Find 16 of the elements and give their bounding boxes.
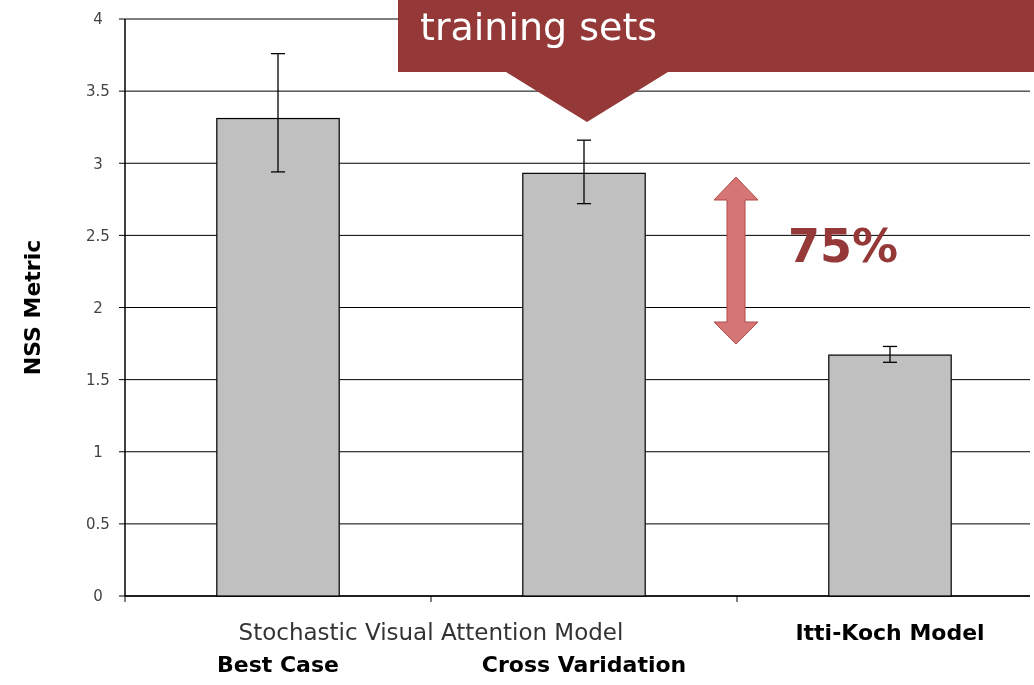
y-tick-label: 3 bbox=[93, 154, 103, 173]
y-tick-label: 3.5 bbox=[86, 82, 110, 101]
x-tick-label: Best Case bbox=[217, 652, 339, 677]
x-tick-label: Itti-Koch Model bbox=[795, 620, 985, 645]
x-tick-label: Cross Varidation bbox=[481, 652, 687, 677]
y-tick-label: 1.5 bbox=[86, 370, 110, 389]
y-tick-label: 2 bbox=[93, 298, 103, 317]
y-axis-title: NSS Metric bbox=[20, 239, 45, 376]
text: Stochastic Visual Attention Model bbox=[238, 619, 624, 645]
y-tick-label: 0 bbox=[93, 587, 103, 606]
y-tick-label: 1 bbox=[93, 443, 103, 461]
annotation: 75% bbox=[788, 219, 899, 273]
y-tick-label: 2.5 bbox=[86, 226, 110, 245]
y-tick-label: 0.5 bbox=[86, 515, 110, 534]
y-tick-label: 4 bbox=[93, 10, 103, 29]
annotation: training sets bbox=[420, 5, 658, 49]
